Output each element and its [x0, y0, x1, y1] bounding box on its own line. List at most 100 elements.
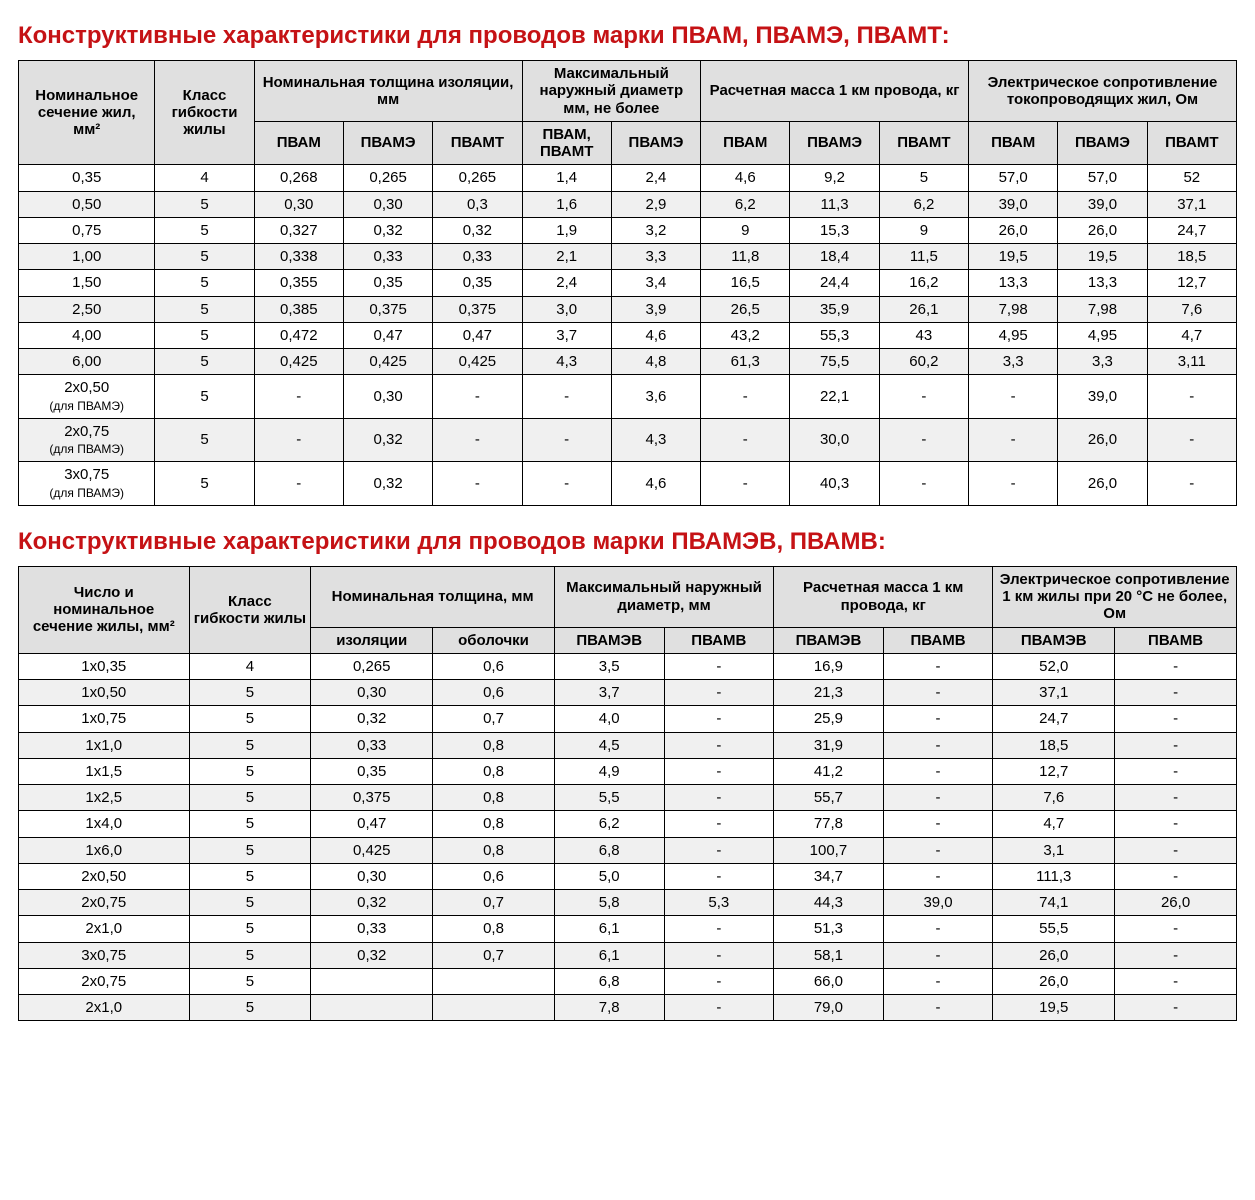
table-cell: 4,7	[993, 811, 1115, 837]
table-cell: -	[522, 462, 611, 506]
table-cell: 5	[189, 837, 311, 863]
table-cell: 0,327	[254, 217, 343, 243]
table-cell: 5	[189, 863, 311, 889]
table-cell: -	[1147, 375, 1236, 419]
table-cell: 6,8	[554, 968, 664, 994]
table-row: 6,0050,4250,4250,4254,34,861,375,560,23,…	[19, 349, 1237, 375]
table2-title: Конструктивные характеристики для провод…	[18, 528, 1237, 556]
table-cell: 19,5	[1058, 244, 1147, 270]
table-cell: 0,30	[343, 375, 432, 419]
table-cell: -	[1147, 418, 1236, 462]
t1-h-mass: Расчетная масса 1 км провода, кг	[701, 61, 969, 122]
table-cell: 0,265	[311, 653, 433, 679]
table-cell: -	[254, 462, 343, 506]
table-cell: 4,95	[1058, 322, 1147, 348]
table-cell: 5	[155, 191, 254, 217]
table-cell: 55,5	[993, 916, 1115, 942]
table-row: 2х0,7550,320,75,85,344,339,074,126,0	[19, 890, 1237, 916]
table-cell: 1х2,5	[19, 785, 190, 811]
t1-sub-pvam-1: ПВАМ	[254, 121, 343, 165]
t2-h-mass: Расчетная масса 1 км провода, кг	[774, 566, 993, 627]
table-cell: -	[1115, 995, 1237, 1021]
table-cell: 0,8	[433, 785, 555, 811]
table-cell: 2х0,75	[19, 890, 190, 916]
table-cell: 0,32	[343, 418, 432, 462]
table-cell: 24,7	[1147, 217, 1236, 243]
table-cell: -	[433, 375, 522, 419]
table-cell: 0,47	[311, 811, 433, 837]
table-cell: 0,268	[254, 165, 343, 191]
table-cell: 24,7	[993, 706, 1115, 732]
table-cell: 1,50	[19, 270, 155, 296]
table-cell: 1х6,0	[19, 837, 190, 863]
table-cell: 0,8	[433, 758, 555, 784]
table-cell: 0,8	[433, 837, 555, 863]
table-cell: -	[1115, 653, 1237, 679]
table-row: 1х4,050,470,86,2-77,8-4,7-	[19, 811, 1237, 837]
t1-sub-pvam-pvamt: ПВАМ, ПВАМТ	[522, 121, 611, 165]
table-cell: 37,1	[1147, 191, 1236, 217]
table-cell: 4,5	[554, 732, 664, 758]
table-cell: 4,8	[611, 349, 700, 375]
table-cell: 0,265	[433, 165, 522, 191]
table-cell: 60,2	[879, 349, 968, 375]
table-cell: 0,33	[311, 732, 433, 758]
table-cell: 9	[879, 217, 968, 243]
table-row: 2х0,50(для ПВАМЭ)5-0,30--3,6-22,1--39,0-	[19, 375, 1237, 419]
table-cell: 0,425	[343, 349, 432, 375]
table-cell: 0,30	[343, 191, 432, 217]
table-cell: 0,32	[311, 706, 433, 732]
table-cell: 111,3	[993, 863, 1115, 889]
table-row: 2х1,057,8-79,0-19,5-	[19, 995, 1237, 1021]
table-row: 0,3540,2680,2650,2651,42,44,69,2557,057,…	[19, 165, 1237, 191]
table-cell: 3,7	[554, 680, 664, 706]
table-cell: 5	[155, 418, 254, 462]
table-cell: 0,385	[254, 296, 343, 322]
table-cell: -	[1115, 968, 1237, 994]
table-cell: 1,9	[522, 217, 611, 243]
table-cell: 52,0	[993, 653, 1115, 679]
table-cell: 26,0	[993, 942, 1115, 968]
table-cell: 0,35	[433, 270, 522, 296]
table-cell	[433, 968, 555, 994]
table-cell: 3,3	[611, 244, 700, 270]
table-cell: -	[1115, 837, 1237, 863]
t1-sub-pvam-3: ПВАМ	[969, 121, 1058, 165]
table-row: 1х1,550,350,84,9-41,2-12,7-	[19, 758, 1237, 784]
table-cell: 4,0	[554, 706, 664, 732]
table-cell: 5	[189, 706, 311, 732]
table-cell: -	[433, 418, 522, 462]
table-cell: -	[1147, 462, 1236, 506]
table-cell: 58,1	[774, 942, 884, 968]
table1-title: Конструктивные характеристики для провод…	[18, 22, 1237, 50]
table-cell: 3,3	[969, 349, 1058, 375]
table-cell: 5,5	[554, 785, 664, 811]
table-cell: 3,0	[522, 296, 611, 322]
table-cell: 6,2	[701, 191, 790, 217]
t1-h-resist: Электрическое сопротивление токопроводящ…	[969, 61, 1237, 122]
table-cell: 43,2	[701, 322, 790, 348]
table-cell: 7,98	[1058, 296, 1147, 322]
t2-sub-pvamev-1: ПВАМЭВ	[554, 627, 664, 653]
table-cell: 5,0	[554, 863, 664, 889]
table-cell: 0,338	[254, 244, 343, 270]
table-cell: 26,0	[1058, 418, 1147, 462]
table-cell: 5	[155, 322, 254, 348]
table-cell: 0,6	[433, 680, 555, 706]
table-cell: 5	[189, 890, 311, 916]
t2-sub-sheath: оболочки	[433, 627, 555, 653]
table-cell: 26,5	[701, 296, 790, 322]
table-cell: 3,11	[1147, 349, 1236, 375]
table-row: 1,5050,3550,350,352,43,416,524,416,213,3…	[19, 270, 1237, 296]
table-cell: 39,0	[1058, 375, 1147, 419]
table-cell: 2х0,75	[19, 968, 190, 994]
table-cell: -	[879, 462, 968, 506]
table-cell: -	[664, 968, 774, 994]
table-cell: 0,265	[343, 165, 432, 191]
table-cell: 7,98	[969, 296, 1058, 322]
table-cell: 3х0,75	[19, 942, 190, 968]
table-cell: 52	[1147, 165, 1236, 191]
t2-h-thickness: Номинальная толщина, мм	[311, 566, 555, 627]
table-cell: 35,9	[790, 296, 879, 322]
table-cell: 77,8	[774, 811, 884, 837]
